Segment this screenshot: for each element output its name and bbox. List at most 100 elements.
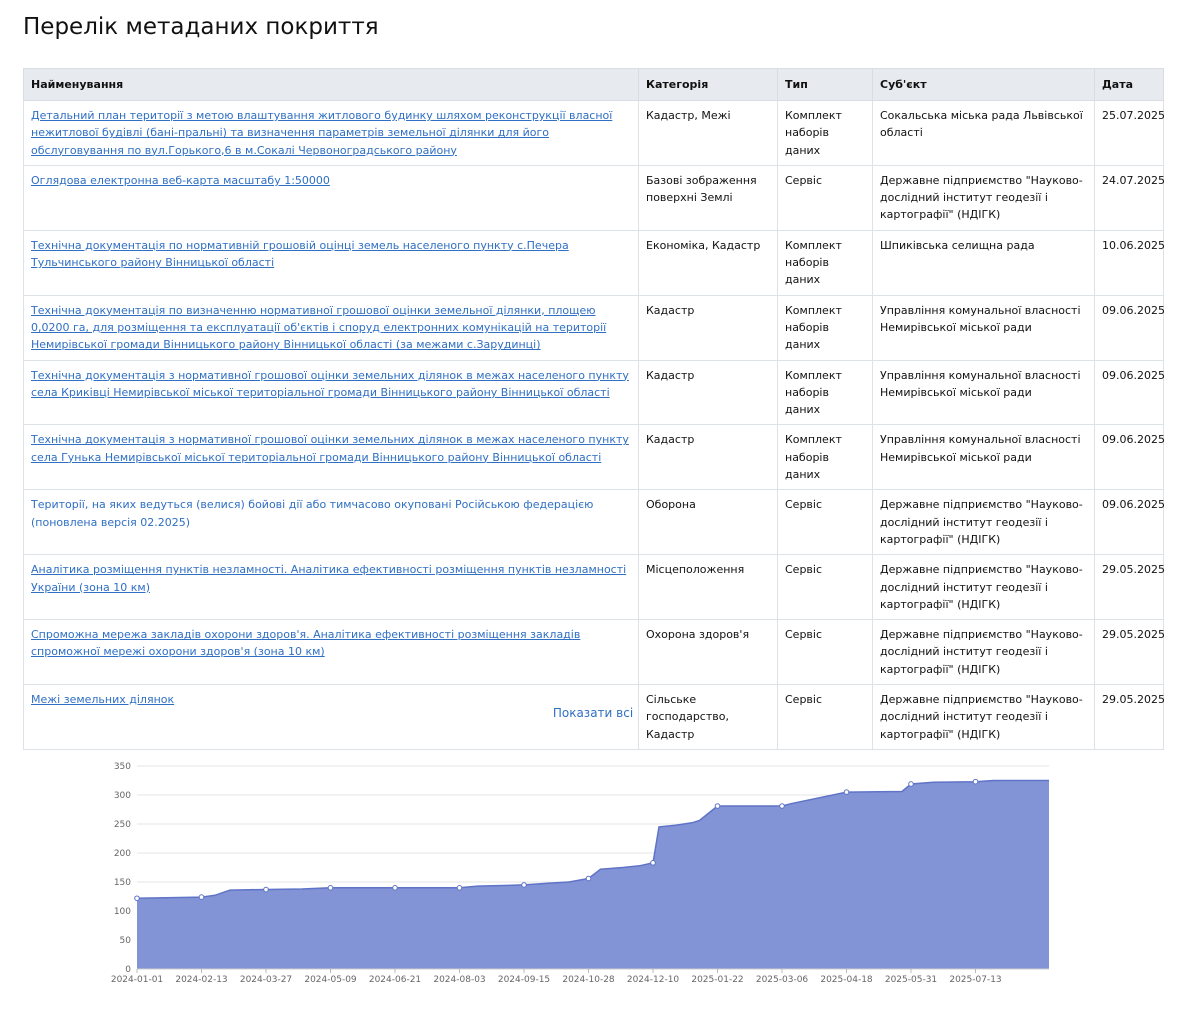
- show-all-link[interactable]: Показати всі: [552, 706, 634, 720]
- date-cell: 09.06.2025: [1094, 359, 1165, 426]
- table-row: Території, на яких ведуться (велися) бой…: [23, 489, 1165, 556]
- data-point: [521, 882, 527, 888]
- data-point: [392, 885, 398, 891]
- table-header-row: Найменування Категорія Тип Суб'єкт Дата: [23, 68, 1164, 101]
- data-point: [456, 885, 463, 891]
- data-point: [779, 803, 785, 809]
- column-header-subject[interactable]: Суб'єкт: [872, 68, 1095, 101]
- date-cell: 25.07.2025: [1094, 100, 1165, 166]
- subject-cell: Державне підприємство "Науково-дослідний…: [872, 619, 1095, 686]
- record-link[interactable]: Межі земельних ділянок: [31, 693, 175, 707]
- type-cell: Сервіс: [777, 164, 873, 231]
- table-row: Детальний план території з метою влаштув…: [23, 100, 1165, 166]
- date-cell: 09.06.2025: [1094, 294, 1165, 361]
- record-link[interactable]: Технічна документація з нормативної грош…: [31, 368, 629, 399]
- y-tick-label: 250: [114, 820, 131, 830]
- subject-cell: Сокальська міська рада Львівської област…: [872, 100, 1095, 166]
- x-tick-label: 2024-02-13: [175, 975, 227, 985]
- category-cell: Оборона: [638, 489, 778, 556]
- type-cell: Сервіс: [777, 489, 873, 556]
- name-cell: Спроможна мережа закладів охорони здоров…: [23, 619, 639, 686]
- name-cell: Технічна документація з нормативної грош…: [23, 424, 639, 491]
- subject-cell: Державне підприємство "Науково-дослідний…: [872, 684, 1095, 750]
- subject-cell: Державне підприємство "Науково-дослідний…: [872, 554, 1095, 621]
- category-cell: Кадастр: [638, 359, 778, 426]
- name-cell: Детальний план території з метою влаштув…: [23, 100, 639, 166]
- type-cell: Комплект наборів даних: [777, 359, 873, 426]
- data-point: [714, 803, 721, 809]
- date-cell: 24.07.2025: [1094, 164, 1165, 231]
- name-cell: Технічна документація з нормативної грош…: [23, 359, 639, 426]
- date-cell: 29.05.2025: [1094, 684, 1165, 750]
- date-cell: 09.06.2025: [1094, 489, 1165, 556]
- x-tick-label: 2025-01-22: [691, 975, 743, 985]
- y-tick-label: 100: [114, 907, 131, 917]
- data-point: [972, 778, 979, 785]
- category-cell: Економіка, Кадастр: [638, 229, 778, 296]
- data-point: [263, 886, 269, 893]
- category-cell: Кадастр: [638, 424, 778, 491]
- column-header-date[interactable]: Дата: [1094, 68, 1164, 101]
- name-cell: Території, на яких ведуться (велися) бой…: [23, 489, 639, 556]
- x-tick-label: 2025-03-06: [756, 975, 809, 985]
- name-cell: Аналітика розміщення пунктів незламності…: [23, 554, 639, 621]
- record-link[interactable]: Технічна документація по нормативній гро…: [31, 238, 569, 270]
- subject-cell: Управління комунальної власності Немирів…: [872, 359, 1095, 426]
- y-tick-label: 200: [114, 849, 131, 859]
- x-tick-label: 2024-10-28: [562, 975, 615, 985]
- type-cell: Комплект наборів даних: [777, 100, 873, 166]
- y-tick-label: 300: [114, 791, 131, 801]
- record-link[interactable]: Оглядова електронна веб-карта масштабу 1…: [31, 173, 330, 187]
- column-header-category[interactable]: Категорія: [638, 68, 778, 101]
- x-tick-label: 2024-08-03: [433, 975, 485, 985]
- x-tick-label: 2024-05-09: [304, 975, 357, 985]
- subject-cell: Державне підприємство "Науково-дослідний…: [872, 164, 1095, 231]
- category-cell: Місцеположення: [638, 554, 778, 621]
- page-title: Перелік метаданих покриття: [23, 14, 379, 40]
- date-cell: 09.06.2025: [1094, 424, 1165, 491]
- metadata-table: Найменування Категорія Тип Суб'єкт Дата …: [23, 68, 1165, 750]
- data-point: [585, 875, 592, 882]
- column-header-type[interactable]: Тип: [777, 68, 873, 101]
- data-point: [843, 789, 850, 795]
- record-link[interactable]: Аналітика розміщення пунктів незламності…: [31, 563, 627, 594]
- data-point: [650, 860, 656, 866]
- x-tick-label: 2024-03-27: [240, 975, 292, 985]
- record-link[interactable]: Детальний план території з метою влаштув…: [31, 109, 613, 157]
- x-tick-label: 2024-12-10: [627, 975, 680, 985]
- table-row: Технічна документація з нормативної грош…: [23, 359, 1165, 426]
- type-cell: Комплект наборів даних: [777, 424, 873, 491]
- data-point: [908, 781, 914, 787]
- record-link[interactable]: Території, на яких ведуться (велися) бой…: [31, 498, 594, 529]
- y-tick-label: 0: [125, 965, 131, 975]
- column-header-name[interactable]: Найменування: [23, 68, 639, 101]
- table-row: Технічна документація по нормативній гро…: [23, 229, 1165, 296]
- type-cell: Сервіс: [777, 619, 873, 686]
- y-tick-label: 350: [114, 762, 131, 772]
- name-cell: Оглядова електронна веб-карта масштабу 1…: [23, 164, 639, 231]
- series-line: [136, 779, 1049, 899]
- record-link[interactable]: Спроможна мережа закладів охорони здоров…: [31, 628, 581, 659]
- type-cell: Сервіс: [777, 684, 873, 750]
- table-row: Аналітика розміщення пунктів незламності…: [23, 554, 1165, 621]
- category-cell: Базові зображення поверхні Землі: [638, 164, 778, 231]
- name-cell: Технічна документація по визначенню норм…: [23, 294, 639, 361]
- type-cell: Сервіс: [777, 554, 873, 621]
- coverage-area-chart: 0 50 100 150 200 250 300 350 2024-01-01 2024-02-1…: [111, 762, 1049, 985]
- record-link[interactable]: Технічна документація по визначенню норм…: [31, 303, 607, 352]
- y-tick-label: 150: [114, 878, 131, 888]
- x-tick-label: 2024-06-21: [369, 975, 421, 985]
- x-tick-label: 2025-07-13: [949, 975, 1001, 985]
- data-point: [327, 885, 334, 891]
- table-row: Спроможна мережа закладів охорони здоров…: [23, 619, 1165, 686]
- subject-cell: Управління комунальної власності Немирів…: [872, 424, 1095, 491]
- type-cell: Комплект наборів даних: [777, 294, 873, 361]
- name-cell: Технічна документація по нормативній гро…: [23, 229, 639, 296]
- table-row: Межі земельних ділянок Сільське господар…: [23, 684, 1165, 750]
- date-cell: 29.05.2025: [1094, 554, 1165, 621]
- series-area: [137, 780, 1049, 969]
- x-tick-label: 2025-04-18: [820, 975, 873, 985]
- category-cell: Кадастр, Межі: [638, 100, 778, 166]
- subject-cell: Державне підприємство "Науково-дослідний…: [872, 489, 1095, 556]
- record-link[interactable]: Технічна документація з нормативної грош…: [31, 433, 629, 464]
